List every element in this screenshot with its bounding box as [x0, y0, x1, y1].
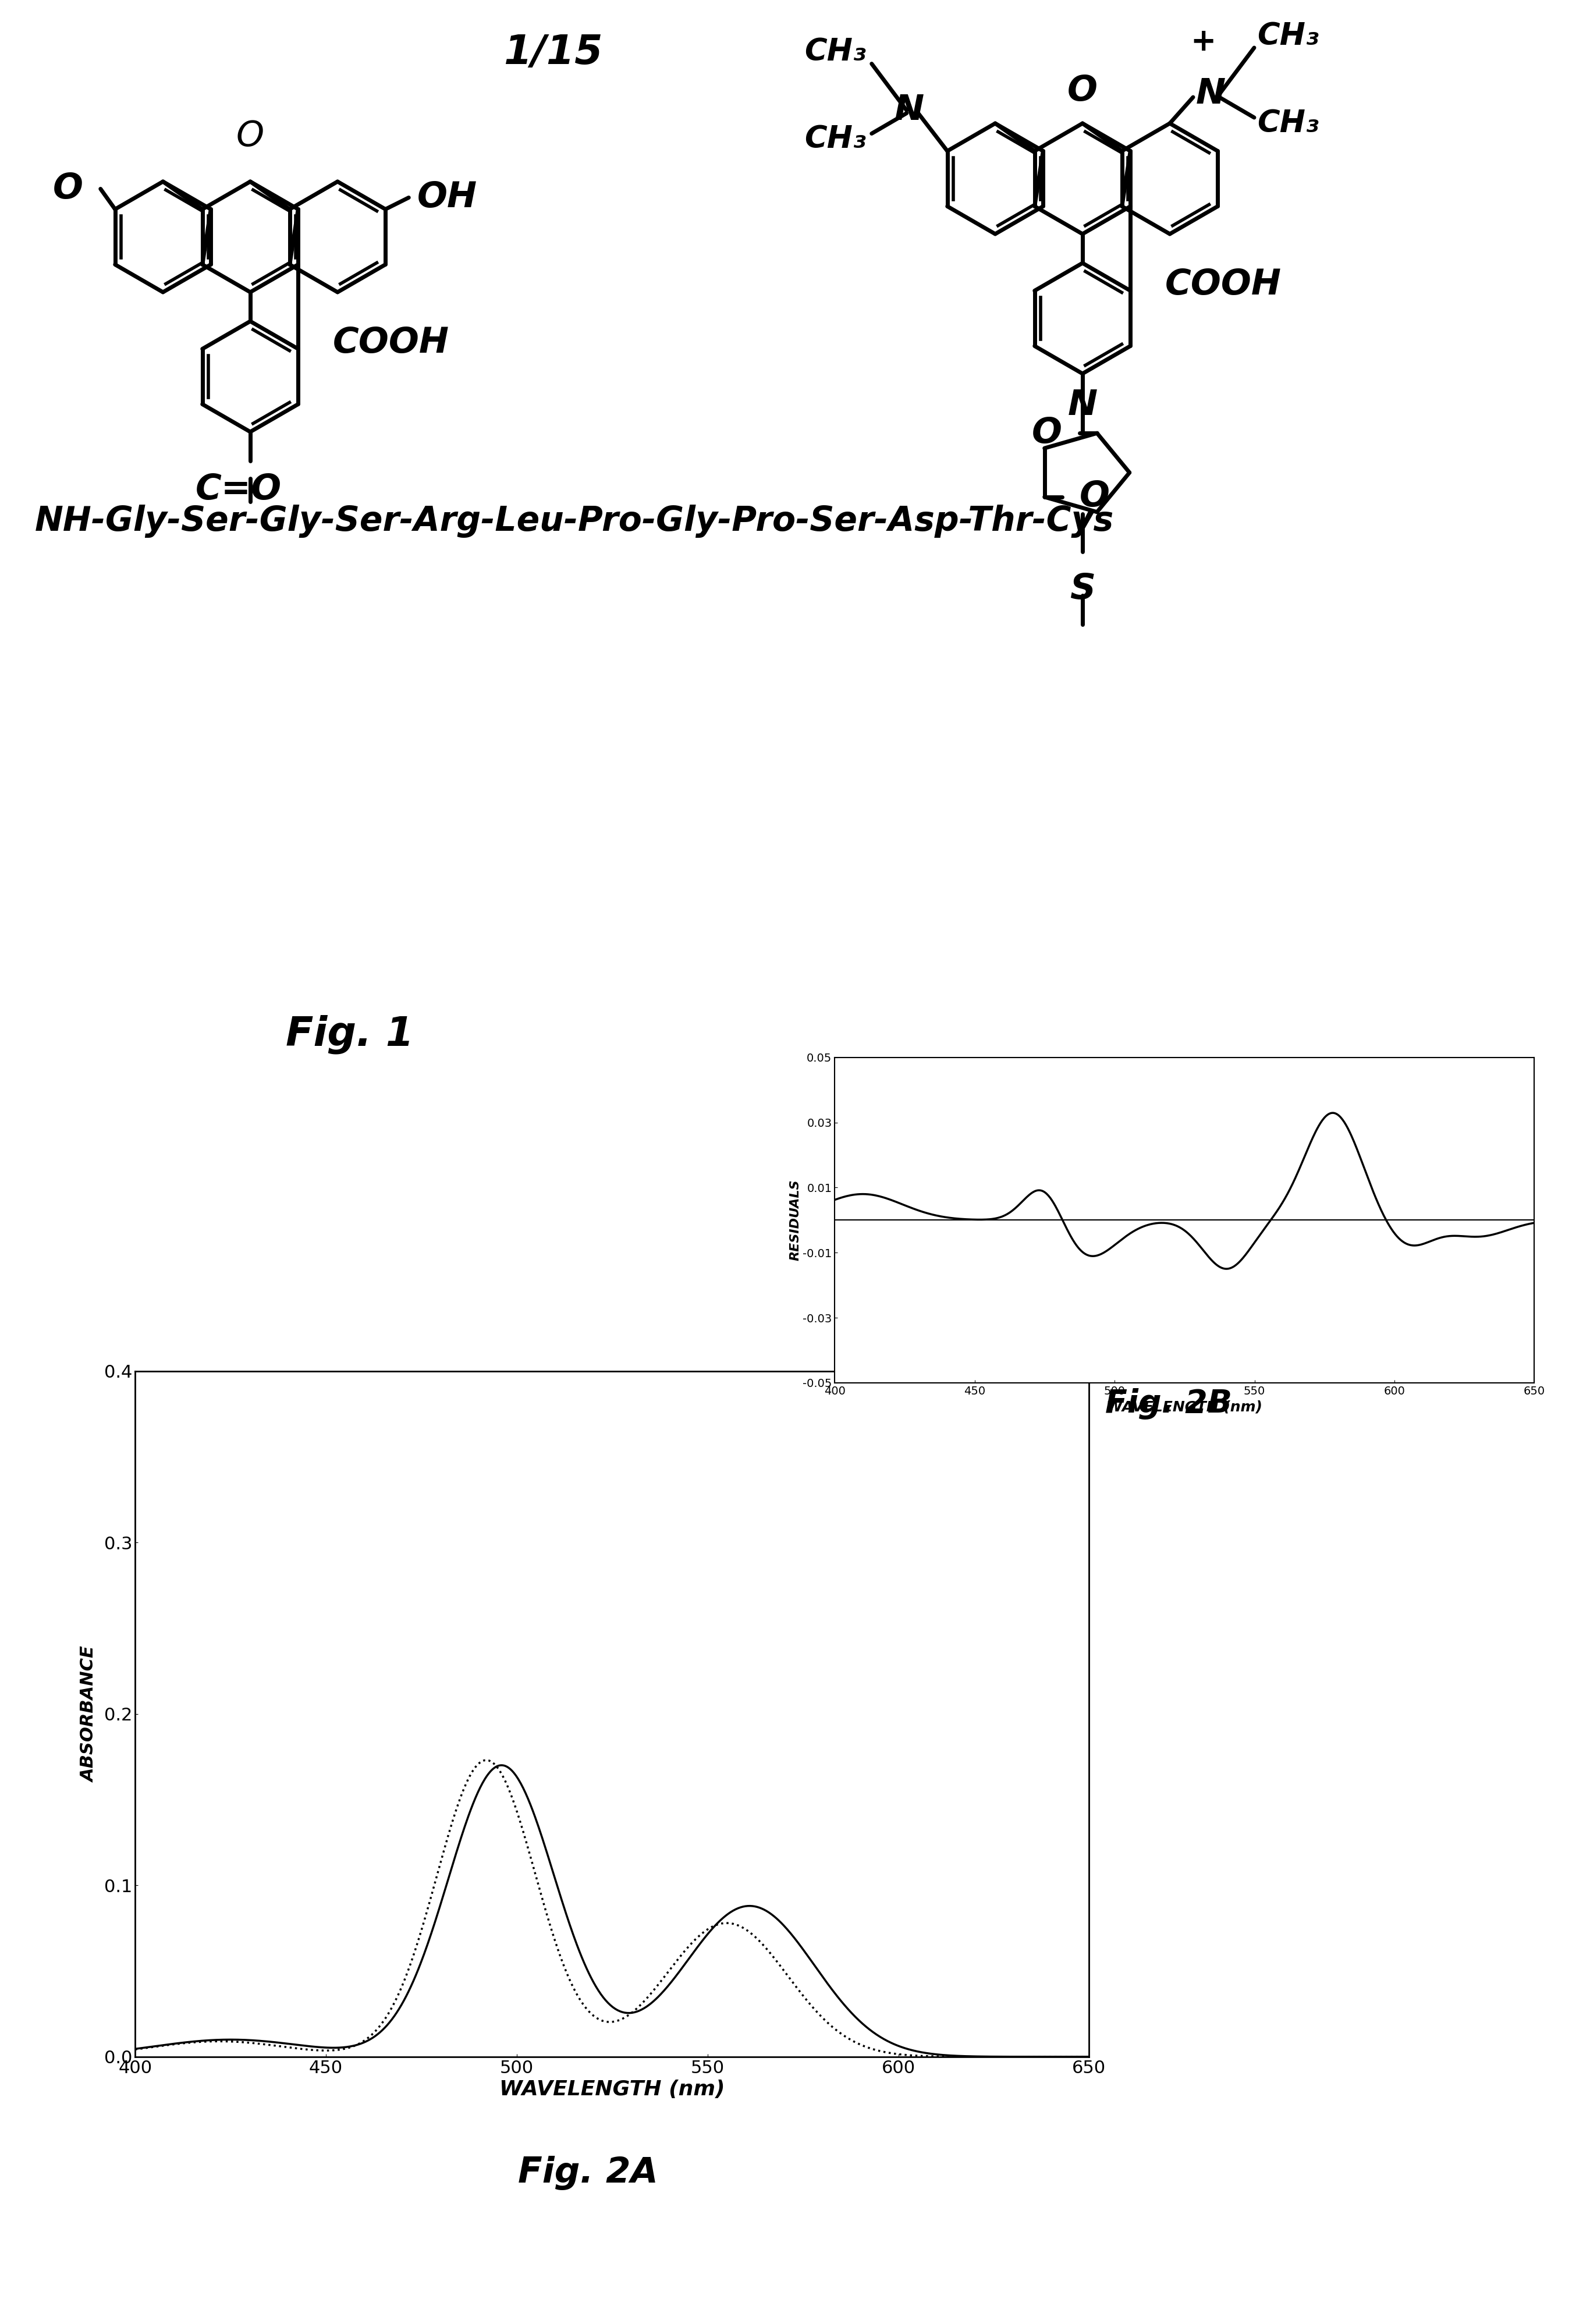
- Text: O: O: [1067, 74, 1097, 109]
- Text: S: S: [1070, 572, 1096, 607]
- Text: N: N: [1196, 77, 1226, 112]
- Text: Fig. 1: Fig. 1: [286, 1016, 413, 1053]
- Text: 1/15: 1/15: [504, 33, 603, 72]
- Text: +: +: [1191, 28, 1216, 58]
- Text: CH₃: CH₃: [1258, 21, 1318, 51]
- Text: CH₃: CH₃: [805, 123, 867, 153]
- Text: CH₃: CH₃: [805, 37, 867, 67]
- Text: C=O: C=O: [196, 472, 281, 507]
- Text: O: O: [237, 119, 264, 153]
- Text: Fig. 2B: Fig. 2B: [1105, 1387, 1232, 1420]
- Text: N: N: [894, 93, 924, 128]
- Y-axis label: RESIDUALS: RESIDUALS: [789, 1181, 801, 1260]
- Text: Fig. 2A: Fig. 2A: [518, 2157, 658, 2189]
- Text: O: O: [1080, 479, 1110, 514]
- Text: O: O: [1032, 416, 1062, 451]
- X-axis label: WAVELENGTH (nm): WAVELENGTH (nm): [1107, 1399, 1262, 1413]
- Text: COOH: COOH: [332, 325, 450, 360]
- Y-axis label: ABSORBANCE: ABSORBANCE: [81, 1645, 97, 1783]
- X-axis label: WAVELENGTH (nm): WAVELENGTH (nm): [499, 2080, 725, 2099]
- Text: CH₃: CH₃: [1258, 109, 1318, 139]
- Text: NH-Gly-Ser-Gly-Ser-Arg-Leu-Pro-Gly-Pro-Ser-Asp-Thr-Cys: NH-Gly-Ser-Gly-Ser-Arg-Leu-Pro-Gly-Pro-S…: [35, 504, 1115, 537]
- Text: N: N: [1067, 388, 1097, 423]
- Text: OH: OH: [418, 181, 477, 214]
- Text: COOH: COOH: [1165, 267, 1282, 302]
- Text: O: O: [52, 172, 83, 207]
